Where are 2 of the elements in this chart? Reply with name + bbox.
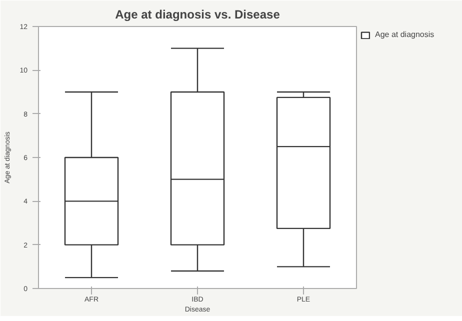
legend-label: Age at diagnosis	[375, 30, 434, 39]
chart-title: Age at diagnosis vs. Disease	[115, 8, 280, 22]
